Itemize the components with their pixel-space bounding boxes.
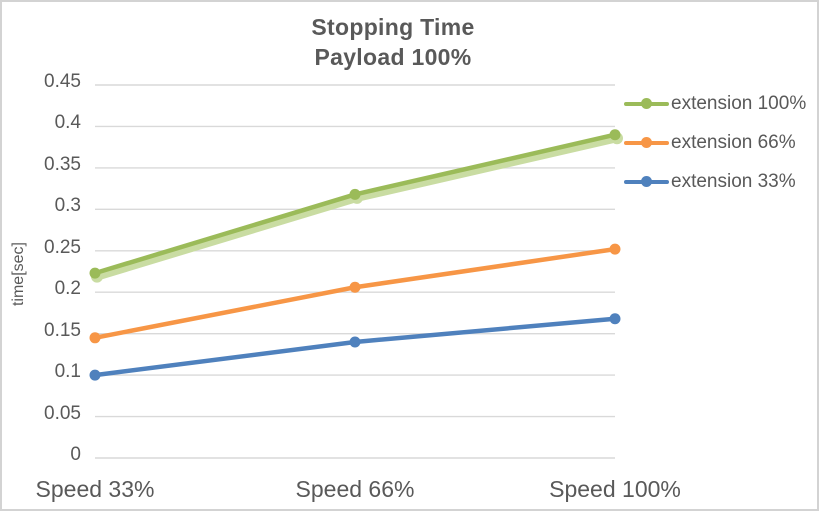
data-point-marker	[609, 243, 621, 255]
legend-swatch-icon	[624, 136, 669, 149]
y-axis-tick-label: 0.25	[44, 236, 81, 258]
data-point-marker	[349, 336, 361, 348]
y-axis-tick-label: 0.05	[44, 402, 81, 424]
legend-label: extension 66%	[671, 131, 796, 153]
y-axis-tick-label: 0.4	[54, 112, 81, 134]
legend-item-extension-33-: extension 33%	[624, 162, 806, 201]
x-axis-category-label: Speed 33%	[35, 476, 155, 502]
legend-item-extension-66-: extension 66%	[624, 123, 806, 162]
data-point-marker	[89, 332, 101, 344]
x-axis-category-label: Speed 66%	[295, 476, 415, 502]
data-point-marker	[349, 281, 361, 293]
data-point-marker	[89, 267, 101, 279]
y-axis-tick-label: 0.15	[44, 319, 81, 341]
legend-label: extension 100%	[671, 92, 807, 114]
y-axis-tick-label: 0.2	[54, 278, 81, 300]
legend-swatch-icon	[624, 97, 669, 110]
data-point-marker	[89, 369, 101, 381]
data-point-marker	[609, 129, 621, 141]
legend-label: extension 33%	[671, 170, 796, 192]
chart-title-line1: Stopping Time	[311, 14, 475, 40]
chart-title: Stopping Time Payload 100%	[2, 12, 784, 72]
y-axis-tick-label: 0.45	[44, 71, 81, 92]
y-axis-tick-label: 0.35	[44, 153, 81, 175]
y-axis-tick-label: 0	[70, 444, 81, 465]
legend-item-extension-100-: extension 100%	[624, 84, 806, 123]
data-point-marker	[349, 188, 361, 200]
y-axis-tick-label: 0.3	[54, 195, 81, 217]
series-extension-66-	[89, 243, 621, 344]
series-extension-100-	[89, 129, 621, 279]
legend: extension 100% extension 66% extension 33%	[624, 84, 806, 201]
x-axis-category-label: Speed 100%	[549, 476, 681, 502]
data-point-marker	[609, 313, 621, 325]
y-axis-tick-label: 0.1	[54, 361, 81, 383]
chart-title-line2: Payload 100%	[314, 44, 472, 70]
series-extension-33-	[89, 313, 621, 381]
legend-swatch-icon	[624, 175, 669, 188]
